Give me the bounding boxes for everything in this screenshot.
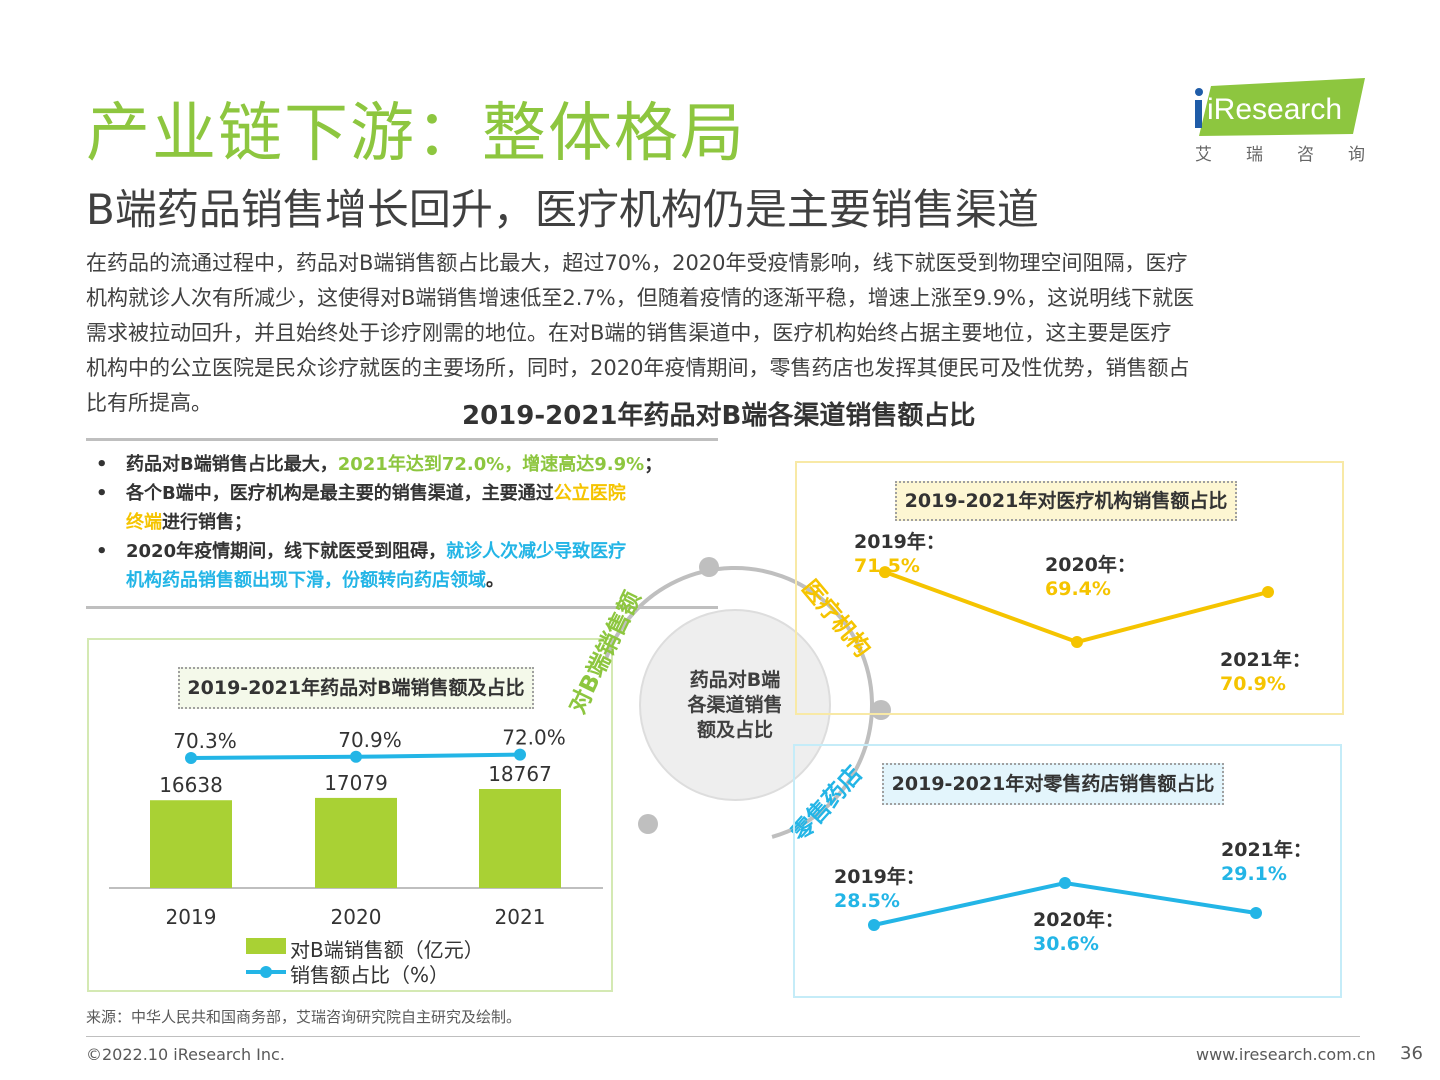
b-sales-chart-panel (87, 638, 613, 992)
logo-chinese-text: 艾瑞咨询 (1195, 145, 1399, 165)
share-point (350, 750, 362, 763)
medical-share-line-chart (879, 566, 1274, 648)
circle-node (699, 557, 719, 577)
x-tick-label: 2021 (495, 905, 546, 929)
logo-text: iResearch (1207, 93, 1342, 126)
medical-2021-label: 2021年： 70.9% (1220, 649, 1311, 695)
medical-2020-label: 2020年： 69.4% (1045, 554, 1136, 600)
pharmacy-point (1250, 907, 1262, 919)
bar (315, 797, 397, 888)
iresearch-logo: iResearch (1195, 78, 1365, 136)
circle-node (638, 814, 658, 834)
legend-bar-label: 对B端销售额（亿元） (290, 938, 484, 962)
paragraph-line: 比有所提高。 (86, 391, 212, 415)
medical-point (879, 566, 891, 579)
circle-node (871, 700, 891, 720)
main-chart-title: 2019-2021年药品对B端各渠道销售额占比 (462, 401, 976, 431)
page-number: 36 (1400, 1043, 1423, 1064)
bar-value-label: 18767 (488, 762, 552, 786)
x-tick-label: 2019 (166, 905, 217, 929)
bullet-item: 2020年疫情期间，线下就医受到阻碍，就诊人次减少导致医疗机构药品销售额出现下滑… (96, 537, 696, 595)
share-point (514, 748, 526, 761)
share-point (185, 752, 197, 764)
paragraph-line: 机构中的公立医院是民众诊疗就医的主要场所，同时，2020年疫情期间，零售药店也发… (86, 356, 1190, 380)
website-url: www.iresearch.com.cn (1196, 1045, 1376, 1064)
pharmacy-point (1059, 877, 1071, 889)
medical-share-title: 2019-2021年对医疗机构销售额占比 (895, 481, 1237, 521)
share-value-label: 72.0% (502, 726, 566, 750)
divider-top (86, 438, 718, 441)
pharmacy-share-title: 2019-2021年对零售药店销售额占比 (882, 763, 1224, 805)
pharmacy-2019-label: 2019年： 28.5% (834, 866, 925, 912)
divider-bottom (86, 606, 718, 609)
circle-center-label: 药品对B端 各渠道销售 额及占比 (687, 669, 783, 741)
share-value-label: 70.9% (338, 728, 402, 752)
footer-divider (86, 1036, 1360, 1037)
pharmacy-share-panel (793, 744, 1342, 998)
paragraph-line: 需求被拉动回升，并且始终处于诊疗刚需的地位。在对B端的销售渠道中，医疗机构始终占… (86, 321, 1172, 345)
bar-value-label: 17079 (324, 771, 388, 795)
channel-circle-diagram (596, 557, 891, 840)
intro-paragraph: 在药品的流通过程中，药品对B端销售额占比最大，超过70%，2020年受疫情影响，… (86, 246, 1351, 421)
pharmacy-share-line-chart (868, 877, 1262, 931)
pharmacy-2021-label: 2021年： 29.1% (1221, 839, 1312, 885)
page-title: 产业链下游：整体格局 (86, 97, 746, 171)
share-value-label: 70.3% (173, 729, 237, 753)
medical-share-panel (795, 461, 1344, 715)
medical-point (1262, 586, 1274, 599)
paragraph-line: 在药品的流通过程中，药品对B端销售额占比最大，超过70%，2020年受疫情影响，… (86, 251, 1188, 275)
paragraph-line: 机构就诊人次有所减少，这使得对B端销售增速低至2.7%，但随着疫情的逐渐平稳，增… (86, 286, 1195, 310)
pharmacy-2020-label: 2020年： 30.6% (1033, 909, 1124, 955)
source-note: 来源：中华人民共和国商务部，艾瑞咨询研究院自主研究及绘制。 (86, 1008, 522, 1026)
b-sales-chart-title: 2019-2021年药品对B端销售额及占比 (178, 667, 534, 709)
legend-line-label: 销售额占比（%） (290, 963, 450, 987)
bar (479, 789, 561, 888)
legend-line-swatch (246, 966, 286, 978)
bullet-item: 药品对B端销售占比最大，2021年达到72.0%，增速高达9.9%； (96, 450, 696, 479)
bar-value-label: 16638 (159, 773, 223, 797)
x-tick-label: 2020 (331, 905, 382, 929)
pharmacy-point (868, 919, 880, 931)
page-subtitle: B端药品销售增长回升，医疗机构仍是主要销售渠道 (86, 185, 1039, 234)
legend-bar-swatch (246, 938, 286, 954)
bar (150, 800, 232, 888)
medical-2019-label: 2019年： 71.5% (854, 531, 945, 577)
b-sales-bar-line-chart: 16638 2019 17079 2020 18767 2021 70.3% 70.9% 72.… (109, 726, 603, 929)
key-points: 药品对B端销售占比最大，2021年达到72.0%，增速高达9.9%； 各个B端中… (96, 450, 696, 595)
copyright: ©2022.10 iResearch Inc. (86, 1045, 285, 1064)
medical-point (1071, 636, 1083, 648)
